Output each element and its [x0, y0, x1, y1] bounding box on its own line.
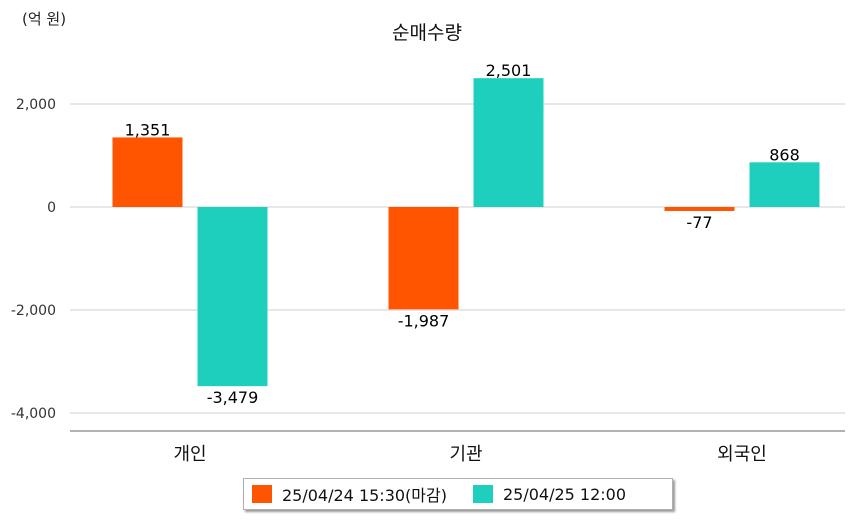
legend-label-series-2: 25/04/25 12:00: [502, 484, 627, 504]
bar: [664, 207, 735, 211]
bar: [112, 137, 183, 207]
y-tick-label: -2,000: [11, 303, 56, 319]
x-tick-label: 외국인: [717, 444, 767, 465]
legend-swatch-series-1: [252, 485, 272, 503]
unit-label: (억 원): [22, 10, 67, 28]
bar: [197, 207, 268, 387]
legend-swatch-series-2: [472, 485, 493, 503]
x-tick-label: 기관: [449, 444, 482, 465]
data-label: -77: [686, 213, 712, 232]
legend: 25/04/24 15:30(마감) 25/04/25 12:00: [243, 478, 673, 510]
bar-chart: 2,000 0 -2,000 -4,000 개인 기관 외국인 1,351 -1,987 -77 -…: [11, 61, 845, 465]
legend-item-series-1[interactable]: 25/04/24 15:30(마감): [252, 482, 447, 506]
y-tick-label: 2,000: [16, 97, 56, 113]
data-label: 1,351: [125, 120, 171, 139]
bar: [749, 162, 820, 207]
legend-label-series-1: 25/04/24 15:30(마감): [282, 486, 447, 505]
data-label: -1,987: [398, 311, 450, 330]
bar: [388, 207, 459, 310]
bar: [473, 78, 544, 207]
data-label: 2,501: [486, 61, 532, 80]
y-tick-label: -4,000: [11, 406, 56, 422]
x-tick-label: 개인: [173, 444, 206, 465]
data-label: 868: [769, 145, 800, 164]
legend-item-series-2[interactable]: 25/04/25 12:00: [472, 484, 627, 504]
chart-title: 순매수량: [392, 22, 462, 44]
data-label: -3,479: [207, 388, 259, 407]
y-tick-label: 0: [47, 200, 56, 216]
